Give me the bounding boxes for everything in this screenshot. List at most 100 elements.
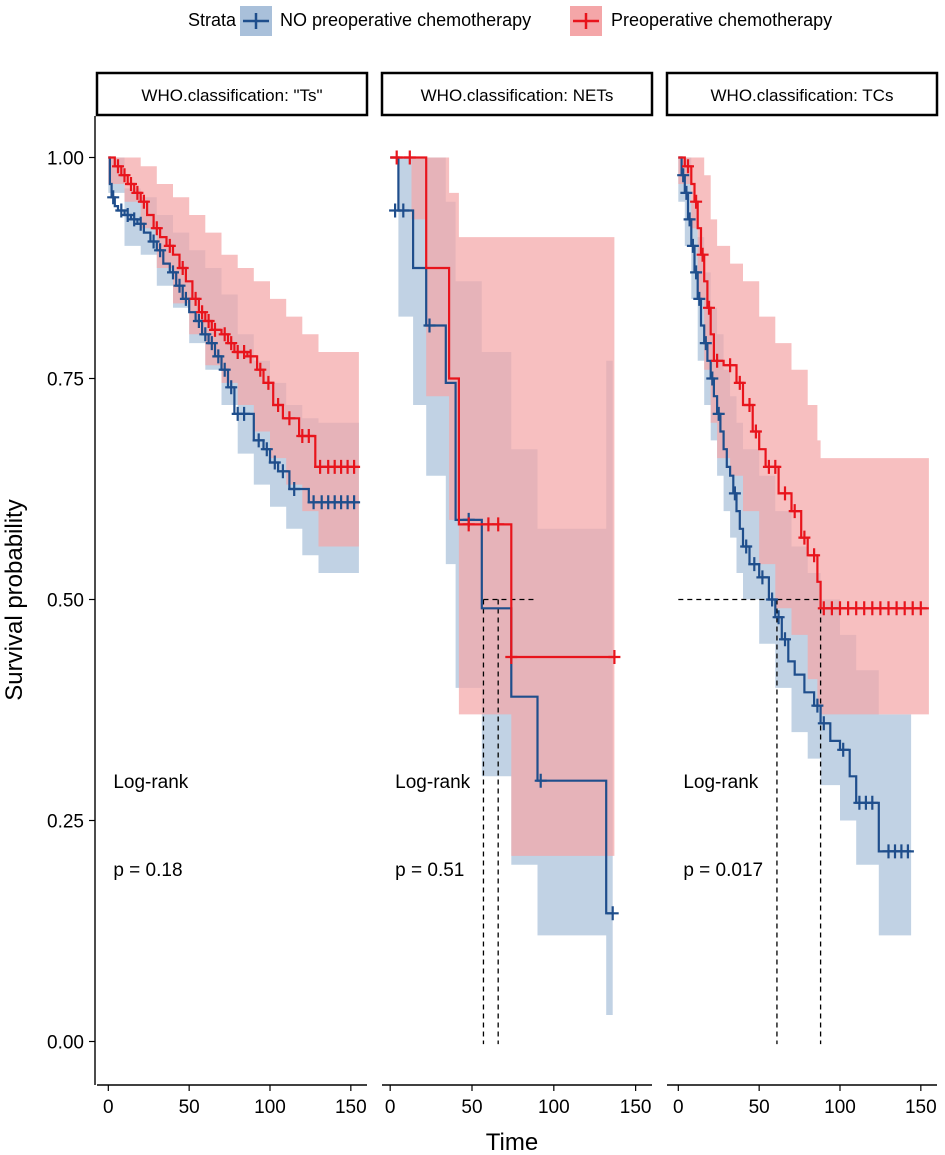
x-tick-label: 100	[824, 1097, 856, 1118]
censor-mark	[150, 221, 163, 236]
censor-mark	[176, 261, 189, 275]
censor-mark	[788, 504, 801, 519]
facet-panel: WHO.classification: "Ts" 0 50 100 150 Log-ran…	[95, 71, 369, 1118]
x-tick-label: 100	[538, 1097, 570, 1118]
x-tick-label: 0	[673, 1097, 684, 1118]
censor-mark	[137, 194, 150, 209]
censor-mark	[348, 459, 361, 474]
censor-mark	[423, 318, 436, 333]
censor-mark	[189, 291, 202, 306]
y-tick-label: 0.00	[47, 1033, 84, 1054]
censor-mark	[268, 455, 281, 470]
censor-mark	[534, 773, 547, 788]
censor-mark	[205, 336, 218, 351]
censor-mark	[225, 336, 238, 351]
y-tick-label: 0.25	[47, 812, 84, 833]
censor-mark	[276, 464, 289, 479]
censor-mark	[772, 610, 785, 625]
censor-mark	[711, 353, 724, 368]
censor-mark	[837, 742, 850, 757]
censor-mark	[682, 159, 694, 174]
censor-mark	[209, 322, 221, 337]
y-axis-title: Survival probability	[1, 499, 28, 700]
facet-strip-label: WHO.classification: NETs	[421, 86, 614, 105]
censor-mark	[115, 203, 128, 218]
p-value-label: p = 0.51	[395, 860, 464, 881]
censor-mark	[167, 265, 179, 280]
censor-mark	[505, 650, 518, 664]
censor-mark	[199, 327, 212, 342]
censor-mark	[798, 530, 811, 545]
censor-mark	[262, 375, 275, 390]
legend-key-chemo	[570, 6, 602, 36]
censor-mark	[608, 650, 621, 664]
legend-key-no-chemo	[240, 6, 272, 36]
ci-band-no-chemo	[678, 157, 912, 936]
censor-mark	[218, 327, 231, 342]
censor-mark	[733, 375, 746, 390]
censor-mark	[121, 208, 134, 222]
censor-mark	[766, 592, 779, 607]
censor-mark	[254, 362, 267, 377]
censor-mark	[606, 906, 619, 921]
censor-mark	[218, 362, 231, 377]
censor-mark	[724, 358, 737, 373]
y-axis: 0.00 0.25 0.50 0.75 1.00 Survival probabilit…	[1, 116, 96, 1085]
censor-mark	[914, 601, 927, 616]
facet-strip: WHO.classification: "Ts"	[95, 71, 369, 117]
censor-mark	[817, 716, 830, 731]
censor-mark	[244, 349, 257, 364]
censor-mark	[107, 190, 120, 205]
y-tick-label: 0.50	[47, 591, 84, 612]
censor-mark	[779, 486, 791, 501]
censor-mark	[492, 517, 505, 532]
ci-band-chemo	[678, 157, 929, 715]
legend-label-no-chemo: NO preoperative chemotherapy	[280, 10, 531, 30]
censor-mark	[154, 243, 167, 258]
ci-band-chemo	[108, 157, 359, 560]
km-curve-chemo	[390, 156, 615, 659]
censor-mark	[677, 168, 690, 183]
x-tick-label: 0	[385, 1097, 396, 1118]
censor-mark	[302, 429, 315, 443]
censor-mark	[712, 406, 725, 421]
censor-mark	[779, 632, 791, 647]
censor-mark	[118, 168, 131, 183]
legend-label-chemo: Preoperative chemotherapy	[611, 10, 832, 30]
censor-mark	[134, 216, 147, 231]
p-value-label: p = 0.017	[683, 860, 763, 881]
facet-strip-box	[95, 71, 369, 117]
facet-strip: WHO.classification: TCs	[665, 71, 939, 117]
censor-mark	[690, 194, 703, 209]
facet-strip-box	[665, 71, 939, 117]
censor-mark	[756, 570, 769, 585]
logrank-label: Log-rank	[113, 772, 188, 793]
censor-mark	[252, 433, 265, 448]
censor-mark	[163, 238, 176, 253]
km-curve-chemo	[678, 156, 929, 610]
x-axis-title: Time	[486, 1129, 538, 1155]
censor-mark	[272, 398, 285, 412]
logrank-label: Log-rank	[395, 772, 470, 793]
censor-mark	[238, 345, 251, 359]
censor-mark	[196, 305, 209, 320]
censor-mark	[260, 442, 273, 457]
censor-mark	[173, 278, 186, 293]
x-tick-label: 50	[179, 1097, 200, 1118]
censor-mark	[348, 495, 361, 510]
censor-mark	[769, 459, 782, 474]
x-tick-label: 150	[620, 1097, 652, 1118]
x-tick-label: 50	[749, 1097, 770, 1118]
facet-panel: WHO.classification: TCs 0 50 100 150 Log-rank…	[665, 71, 939, 1118]
x-tick-label: 0	[103, 1097, 114, 1118]
censor-mark	[390, 150, 403, 165]
y-tick-label: 0.75	[47, 370, 84, 391]
km-curve-no-chemo	[678, 156, 912, 853]
censor-mark	[403, 150, 416, 165]
censor-mark	[397, 203, 410, 218]
x-tick-label: 100	[254, 1097, 286, 1118]
censor-mark	[693, 291, 706, 306]
censor-mark	[283, 411, 296, 426]
logrank-label: Log-rank	[683, 772, 758, 793]
x-tick-label: 50	[461, 1097, 482, 1118]
